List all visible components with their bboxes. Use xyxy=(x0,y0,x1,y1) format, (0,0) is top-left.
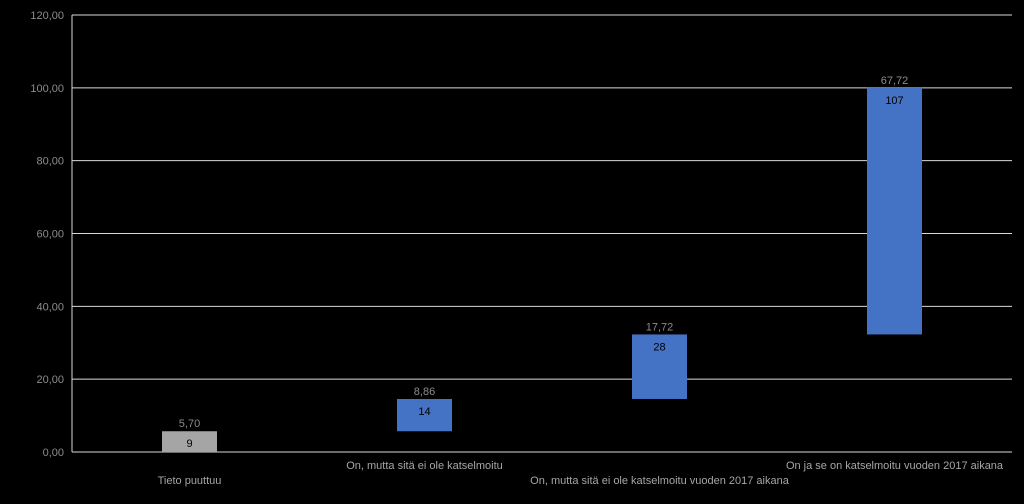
y-tick-label: 40,00 xyxy=(36,301,64,313)
bar-count-label: 107 xyxy=(885,95,903,107)
y-tick-label: 120,00 xyxy=(30,10,64,22)
bar xyxy=(632,334,687,399)
y-tick-label: 20,00 xyxy=(36,374,64,386)
bar xyxy=(397,398,452,432)
bar-value-label: 17,72 xyxy=(646,321,674,333)
bar-count-label: 14 xyxy=(418,406,430,418)
bar-count-label: 9 xyxy=(186,438,192,450)
bar-count-label: 28 xyxy=(653,341,665,353)
x-axis-category-labels: Tieto puuttuu On, mutta sitä ei ole katse… xyxy=(158,460,1004,487)
x-category-label: On, mutta sitä ei ole katselmoitu xyxy=(346,460,503,472)
bar-value-label: 67,72 xyxy=(881,75,909,87)
y-tick-label: 80,00 xyxy=(36,156,64,168)
bar xyxy=(162,431,217,452)
y-tick-label: 100,00 xyxy=(30,83,64,95)
y-tick-label: 0,00 xyxy=(43,447,64,459)
bars: 5,70 9 8,86 14 17,72 28 67,72 107 xyxy=(162,75,922,452)
bar xyxy=(867,87,922,335)
x-category-label: On ja se on katselmoitu vuoden 2017 aika… xyxy=(786,460,1004,472)
gridlines xyxy=(72,14,1012,453)
x-category-label: On, mutta sitä ei ole katselmoitu vuoden… xyxy=(530,475,790,487)
bar-value-label: 8,86 xyxy=(414,386,435,398)
y-axis-tick-labels: 0,00 20,00 40,00 60,00 80,00 100,00 120,00 xyxy=(30,10,64,459)
y-tick-label: 60,00 xyxy=(36,229,64,241)
bar-value-label: 5,70 xyxy=(179,418,200,430)
x-category-label: Tieto puuttuu xyxy=(158,475,222,487)
